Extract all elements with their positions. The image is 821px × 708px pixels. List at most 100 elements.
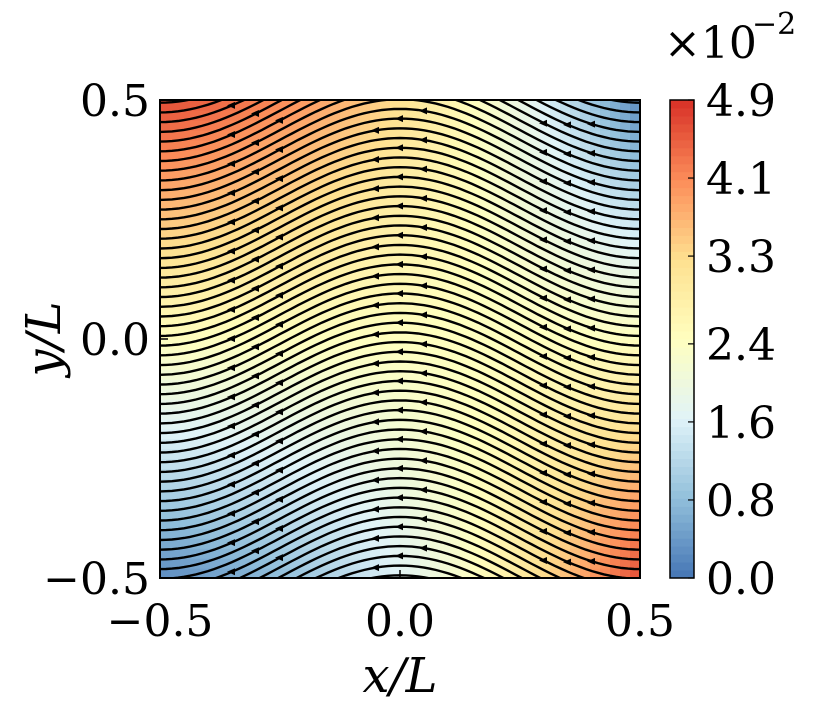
field-cell bbox=[270, 558, 281, 569]
field-cell bbox=[220, 518, 231, 529]
field-cell bbox=[550, 129, 561, 141]
field-cell bbox=[220, 109, 231, 121]
field-cell bbox=[190, 129, 201, 141]
field-cell bbox=[570, 558, 581, 569]
field-cell bbox=[610, 358, 621, 370]
streamline-arrow bbox=[587, 557, 595, 565]
field-cell bbox=[350, 259, 361, 270]
field-cell bbox=[210, 219, 221, 231]
field-cell bbox=[440, 378, 451, 390]
colorbar-segment bbox=[670, 139, 694, 149]
streamline-arrow bbox=[227, 539, 235, 547]
field-cell bbox=[320, 249, 331, 260]
field-cell bbox=[180, 468, 191, 480]
field-cell bbox=[290, 448, 301, 460]
field-cell bbox=[580, 478, 591, 489]
field-cell bbox=[380, 388, 391, 400]
field-cell bbox=[230, 329, 241, 340]
field-cell bbox=[540, 189, 551, 201]
field-cell bbox=[390, 189, 401, 201]
field-cell bbox=[460, 339, 471, 350]
field-cell bbox=[570, 169, 581, 181]
streamline-arrow bbox=[563, 412, 571, 420]
streamline-arrow bbox=[539, 469, 547, 477]
field-cell bbox=[340, 159, 351, 171]
field-cell bbox=[480, 269, 491, 280]
field-cell bbox=[350, 289, 361, 300]
field-cell bbox=[590, 348, 601, 360]
field-cell bbox=[340, 508, 351, 519]
field-cell bbox=[350, 269, 361, 280]
field-cell bbox=[290, 329, 301, 340]
field-cell bbox=[240, 119, 251, 131]
field-cell bbox=[240, 339, 251, 350]
field-cell bbox=[320, 428, 331, 440]
field-cell bbox=[560, 289, 571, 300]
field-cell bbox=[500, 159, 511, 171]
streamline-arrow bbox=[395, 435, 403, 443]
field-cell bbox=[620, 149, 631, 161]
field-cell bbox=[560, 129, 571, 141]
field-cell bbox=[540, 309, 551, 320]
field-cell bbox=[260, 418, 271, 430]
field-cell bbox=[170, 119, 181, 131]
field-cell bbox=[430, 169, 441, 181]
y-tick-label: 0.0 bbox=[80, 315, 150, 366]
field-cell bbox=[190, 329, 201, 340]
field-cell bbox=[200, 229, 211, 241]
colorbar-segment bbox=[670, 378, 694, 388]
field-cell bbox=[280, 478, 291, 489]
field-cell bbox=[380, 568, 391, 578]
field-cell bbox=[590, 269, 601, 280]
field-cell bbox=[410, 100, 421, 111]
field-cell bbox=[580, 159, 591, 171]
field-cell bbox=[310, 249, 321, 260]
streamline-arrow bbox=[371, 243, 379, 251]
field-cell bbox=[550, 109, 561, 121]
field-cell bbox=[170, 538, 181, 549]
field-cell bbox=[410, 478, 421, 489]
field-cell bbox=[570, 548, 581, 559]
field-cell bbox=[200, 209, 211, 221]
field-cell bbox=[500, 319, 511, 330]
streamline-arrow bbox=[251, 284, 259, 292]
field-cell bbox=[590, 408, 601, 420]
field-cell bbox=[220, 538, 231, 549]
field-cell bbox=[480, 169, 491, 181]
field-cell bbox=[180, 398, 191, 410]
field-cell bbox=[470, 488, 481, 499]
field-cell bbox=[580, 508, 591, 519]
streamline-arrow bbox=[563, 179, 571, 187]
field-cell bbox=[610, 109, 621, 121]
field-cell bbox=[330, 169, 341, 181]
field-cell bbox=[340, 428, 351, 440]
field-cell bbox=[280, 498, 291, 509]
field-cell bbox=[190, 558, 201, 569]
field-cell bbox=[560, 169, 571, 181]
field-cell bbox=[190, 408, 201, 420]
field-cell bbox=[300, 279, 311, 290]
field-cell bbox=[210, 169, 221, 181]
field-cell bbox=[170, 518, 181, 529]
field-cell bbox=[630, 209, 640, 221]
field-cell bbox=[610, 438, 621, 450]
field-cell bbox=[410, 538, 421, 549]
colorbar-segment bbox=[670, 410, 694, 420]
streamline bbox=[160, 136, 640, 221]
field-cell bbox=[160, 299, 171, 310]
field-cell bbox=[360, 259, 371, 270]
field-cell bbox=[630, 189, 640, 201]
field-cell bbox=[420, 458, 431, 470]
field-cell bbox=[330, 229, 341, 241]
streamline-arrow bbox=[275, 262, 283, 270]
field-cell bbox=[290, 289, 301, 300]
field-cell bbox=[630, 538, 640, 549]
field-cell bbox=[310, 179, 321, 191]
field-cell bbox=[290, 279, 301, 290]
field-cell bbox=[420, 229, 431, 241]
field-cell bbox=[200, 249, 211, 260]
field-cell bbox=[250, 548, 261, 559]
field-cell bbox=[210, 139, 221, 151]
field-cell bbox=[220, 448, 231, 460]
field-cell bbox=[170, 428, 181, 440]
